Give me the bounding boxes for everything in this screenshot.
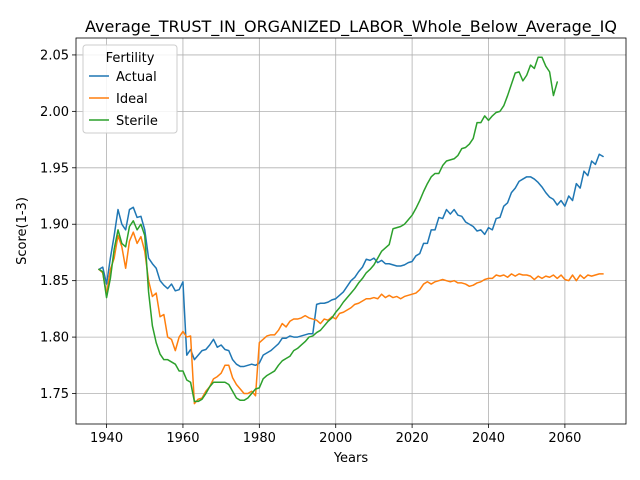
series-line-actual — [98, 153, 604, 368]
x-tick-label: 1940 — [90, 431, 123, 446]
x-tick-label: 2040 — [472, 431, 505, 446]
chart-title: Average_TRUST_IN_ORGANIZED_LABOR_Whole_B… — [85, 17, 617, 37]
x-tick-label: 1980 — [243, 431, 276, 446]
y-axis-label: Score(1-3) — [15, 197, 30, 265]
y-tick-label: 1.90 — [40, 218, 69, 233]
series-lines — [98, 56, 604, 405]
y-tick-label: 1.95 — [40, 161, 69, 176]
x-axis-ticks: 1940 1960 1980 2000 2020 2040 2060 — [90, 424, 581, 446]
legend-label-actual: Actual — [116, 70, 157, 85]
legend-title: Fertility — [106, 51, 155, 66]
y-tick-label: 1.85 — [40, 274, 69, 289]
legend-box — [82, 44, 178, 134]
y-tick-label: 1.75 — [40, 387, 69, 402]
x-tick-label: 2000 — [319, 431, 352, 446]
y-tick-label: 2.05 — [40, 48, 69, 63]
x-tick-label: 2060 — [548, 431, 581, 446]
legend: Fertility Actual Ideal Sterile — [82, 44, 178, 134]
y-axis-ticks: 1.75 1.80 1.85 1.90 1.95 2.00 2.05 — [40, 48, 76, 402]
x-tick-label: 2020 — [396, 431, 429, 446]
legend-label-sterile: Sterile — [116, 114, 158, 129]
y-tick-label: 2.00 — [40, 105, 69, 120]
legend-label-ideal: Ideal — [116, 92, 148, 107]
x-axis-label: Years — [333, 451, 369, 466]
plot-frame — [75, 37, 627, 425]
y-tick-label: 1.80 — [40, 331, 69, 346]
series-line-sterile — [98, 56, 558, 403]
x-tick-label: 1960 — [166, 431, 199, 446]
series-line-ideal — [98, 231, 604, 405]
